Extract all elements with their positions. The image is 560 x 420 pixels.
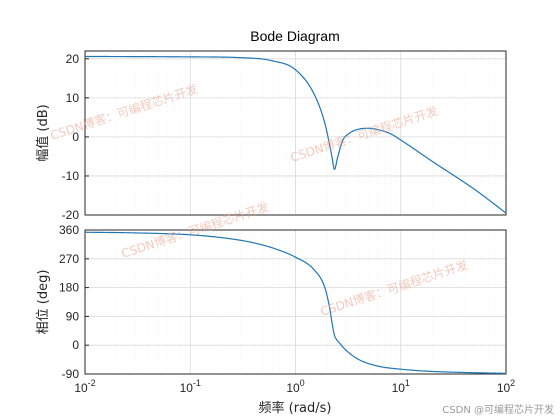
y-tick-label: -20 [62,208,80,222]
watermark-text: CSDN博客：可编程芯片开发 [288,103,439,165]
source-credit: CSDN @可编程芯片开发 [442,403,554,416]
x-tick-label: 10-2 [74,378,95,395]
y-tick-label: -90 [62,367,80,381]
y-tick-label: -10 [62,169,80,183]
magnitude-panel: 20 10 0 -10 -20 幅值 (dB) [35,50,507,222]
phase-series-line [84,231,507,374]
magnitude-grid [84,51,507,216]
x-tick-label: 102 [497,378,515,395]
x-axis-label: 频率 (rad/s) [259,400,332,416]
y-tick-label: 180 [59,281,79,295]
x-tick-label: 10-1 [180,378,201,395]
x-tick-label: 100 [286,378,304,395]
y-tick-label: 10 [66,91,80,105]
y-tick-label: 0 [72,130,79,144]
chart-title: Bode Diagram [250,28,340,44]
magnitude-series-line [84,55,507,214]
x-tick-label: 101 [392,378,410,395]
phase-y-axis-label: 相位 (deg) [36,270,51,335]
y-tick-label: 90 [66,309,80,323]
y-tick-label: 270 [59,252,79,266]
x-tick-labels: 10-2 10-1 100 101 102 [74,378,515,395]
magnitude-axes-box [84,50,507,216]
phase-y-ticks: 360 270 180 90 0 -90 [59,223,89,381]
magnitude-y-axis-label: 幅值 (dB) [35,104,51,161]
y-tick-label: 360 [59,223,79,237]
phase-panel: 360 270 180 90 0 -90 相位 (deg) [36,223,507,381]
y-tick-label: 0 [72,338,79,352]
y-tick-label: 20 [66,52,80,66]
magnitude-y-ticks: 20 10 0 -10 -20 [62,52,89,222]
phase-axes-box [84,229,507,375]
watermark-group: CSDN博客：可编程芯片开发 CSDN博客：可编程芯片开发 CSDN博客：可编程… [48,81,469,319]
